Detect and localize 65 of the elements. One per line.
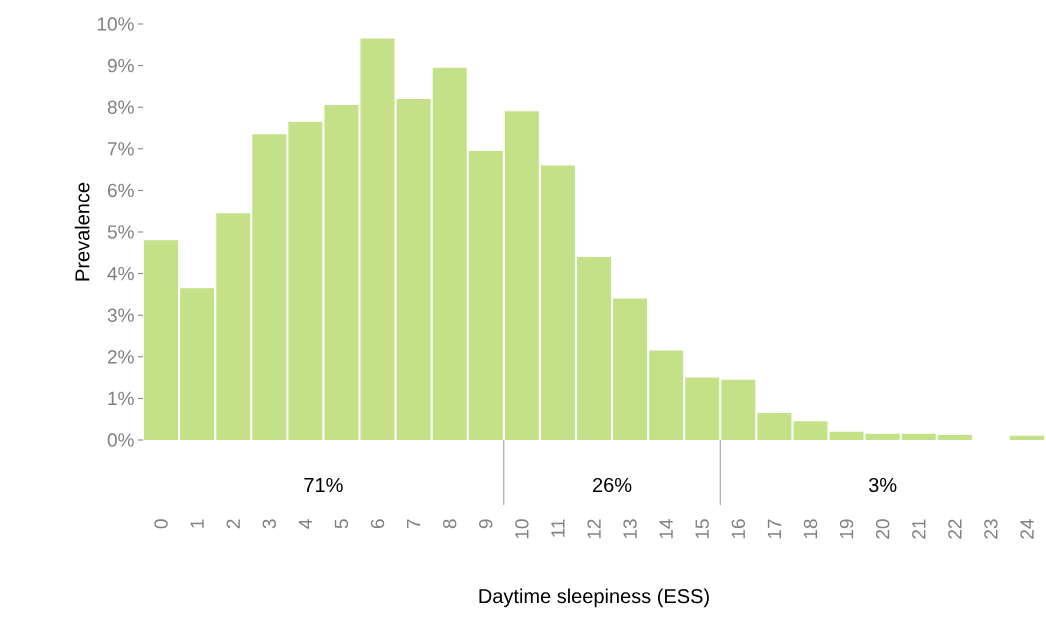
x-tick-label: 14 [659, 519, 673, 539]
x-tick-label: 21 [912, 519, 926, 539]
y-tick-label: 7% [107, 142, 134, 156]
x-tick-label: 1 [190, 519, 204, 528]
bar [721, 379, 756, 440]
bar [901, 433, 936, 440]
text: 71% [304, 478, 343, 493]
y-tick-label: 0% [107, 433, 134, 447]
bar [613, 298, 648, 440]
x-tick-label: 7 [407, 519, 421, 529]
bar [829, 431, 864, 440]
x-tick-label: 15 [695, 519, 709, 539]
x-tick-label: 20 [875, 519, 890, 539]
x-tick-label: 16 [731, 519, 746, 539]
y-tick-label: 6% [107, 183, 134, 198]
x-tick-label: 2 [226, 519, 240, 529]
x-tick-label: 0 [154, 519, 168, 529]
bar [793, 421, 828, 440]
bar [360, 38, 395, 440]
bar [649, 350, 684, 440]
bar [180, 288, 215, 440]
y-tick-label: 8% [107, 100, 134, 114]
bar [396, 98, 431, 440]
y-tick-label: 5% [107, 225, 134, 239]
bar [252, 134, 287, 440]
x-tick-label: 9 [479, 519, 493, 529]
x-tick-label: 13 [623, 519, 637, 539]
text: 3% [868, 477, 897, 493]
y-tick-label: 9% [107, 58, 134, 73]
x-tick-label: 8 [442, 519, 457, 529]
bar [1009, 435, 1044, 440]
x-tick-label: 10 [515, 519, 529, 539]
x-tick-label: 5 [334, 519, 349, 529]
text: 26% [593, 477, 632, 493]
x-tick-label: 6 [370, 519, 385, 529]
y-tick-label: 4% [107, 266, 134, 281]
bar [757, 412, 792, 440]
x-tick-label: 4 [298, 519, 312, 529]
x-tick-label: 3 [262, 519, 277, 529]
bar [937, 435, 972, 440]
bar [144, 240, 179, 440]
bar [865, 433, 900, 440]
bar [685, 377, 720, 440]
x-tick-label: 22 [948, 519, 962, 539]
y-tick-label: 2% [107, 350, 134, 364]
bar [577, 256, 612, 440]
x-tick-label: 23 [984, 519, 998, 539]
x-tick-label: 12 [587, 519, 601, 539]
bar [468, 150, 503, 440]
y-tick-label: 3% [107, 308, 134, 322]
x-tick-label: 17 [767, 519, 781, 539]
x-axis-title: Daytime sleepiness (ESS) [479, 588, 709, 608]
y-tick-label: 10% [97, 17, 134, 31]
y-axis-title: Prevalence [74, 182, 90, 281]
bar [504, 111, 539, 440]
bar [324, 105, 359, 440]
bar [288, 121, 323, 440]
x-tick-label: 19 [839, 519, 854, 539]
y-tick-label: 1% [108, 391, 134, 406]
bar [216, 213, 251, 440]
x-tick-label: 18 [803, 519, 818, 539]
bar [540, 165, 575, 440]
bar [432, 67, 467, 440]
x-tick-label: 24 [1020, 519, 1034, 539]
x-tick-label: 11 [551, 519, 565, 537]
